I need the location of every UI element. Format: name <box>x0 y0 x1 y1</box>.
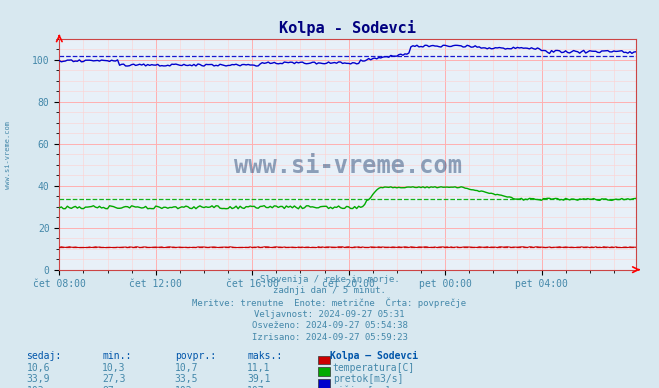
Text: 39,1: 39,1 <box>247 374 271 385</box>
Text: 10,3: 10,3 <box>102 363 126 373</box>
Bar <box>318 367 330 376</box>
Text: 10,6: 10,6 <box>26 363 50 373</box>
Title: Kolpa - Sodevci: Kolpa - Sodevci <box>279 20 416 36</box>
Text: 107: 107 <box>247 386 265 388</box>
Text: Slovenija / reke in morje.: Slovenija / reke in morje. <box>260 275 399 284</box>
Text: maks.:: maks.: <box>247 351 282 361</box>
Text: Meritve: trenutne  Enote: metrične  Črta: povprečje: Meritve: trenutne Enote: metrične Črta: … <box>192 298 467 308</box>
Text: www.si-vreme.com: www.si-vreme.com <box>234 154 461 178</box>
Text: Kolpa – Sodevci: Kolpa – Sodevci <box>330 351 418 361</box>
Text: temperatura[C]: temperatura[C] <box>333 363 415 373</box>
Text: pretok[m3/s]: pretok[m3/s] <box>333 374 403 385</box>
Text: 102: 102 <box>175 386 192 388</box>
Text: 27,3: 27,3 <box>102 374 126 385</box>
Text: 103: 103 <box>26 386 44 388</box>
Text: www.si-vreme.com: www.si-vreme.com <box>5 121 11 189</box>
Text: 11,1: 11,1 <box>247 363 271 373</box>
Text: 97: 97 <box>102 386 114 388</box>
Text: 10,7: 10,7 <box>175 363 198 373</box>
Text: Osveženo: 2024-09-27 05:54:38: Osveženo: 2024-09-27 05:54:38 <box>252 321 407 330</box>
Text: Izrisano: 2024-09-27 05:59:23: Izrisano: 2024-09-27 05:59:23 <box>252 333 407 342</box>
Bar <box>318 356 330 364</box>
Text: sedaj:: sedaj: <box>26 351 61 361</box>
Text: 33,9: 33,9 <box>26 374 50 385</box>
Text: Veljavnost: 2024-09-27 05:31: Veljavnost: 2024-09-27 05:31 <box>254 310 405 319</box>
Text: zadnji dan / 5 minut.: zadnji dan / 5 minut. <box>273 286 386 295</box>
Text: 33,5: 33,5 <box>175 374 198 385</box>
Bar <box>318 379 330 388</box>
Text: min.:: min.: <box>102 351 132 361</box>
Text: višina[cm]: višina[cm] <box>333 386 391 388</box>
Text: povpr.:: povpr.: <box>175 351 215 361</box>
